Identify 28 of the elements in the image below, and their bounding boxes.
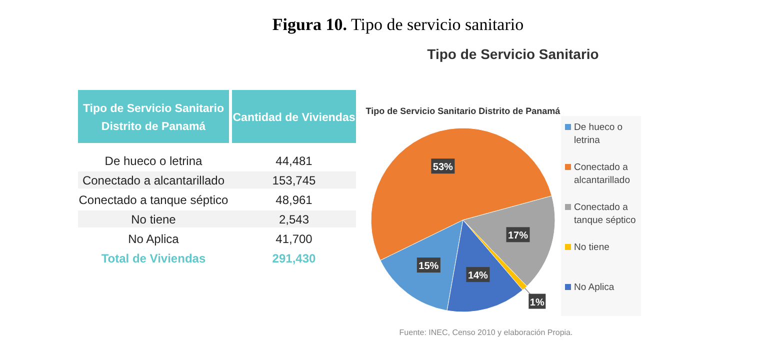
data-label: 17%	[508, 230, 528, 242]
legend-label: De hueco o letrina	[574, 122, 623, 146]
text: 2,543	[278, 212, 310, 226]
text: 153,745	[272, 174, 316, 188]
category-label: De hueco o letrina	[104, 154, 203, 168]
category-label: Conectado a tanque séptico	[78, 193, 229, 207]
chart-subtitle: Tipo de Servicio Sanitario Distrito de Panamá	[366, 106, 562, 116]
source-note: Fuente: INEC, Censo 2010 y elaboración Propia.	[399, 328, 573, 337]
data-label: 1%	[530, 297, 544, 308]
category-label: Total de Viviendas	[101, 252, 206, 266]
category-label: No tiene	[131, 212, 176, 226]
text: 44,481	[276, 154, 312, 168]
text: Cantidad de Viviendas	[232, 112, 356, 124]
category-label: No Aplica	[128, 232, 180, 246]
category-label: Conectado a alcantarillado	[82, 174, 225, 188]
text: 48,961	[276, 193, 312, 207]
legend-label: No Aplica	[574, 282, 615, 293]
text: 291,430	[272, 252, 316, 266]
text: Figura 10. Tipo de servicio sanitario	[272, 15, 524, 34]
text: Tipo de Servicio Sanitario Distrito de Panamá	[82, 103, 224, 133]
chart-title: Tipo de Servicio Sanitario	[427, 46, 599, 62]
text: 41,700	[276, 232, 312, 246]
data-label: 14%	[468, 270, 488, 282]
data-label: 53%	[432, 162, 454, 174]
legend-label: No tiene	[574, 242, 610, 253]
legend-label: Conectado a alcantarillado	[574, 162, 630, 186]
legend-label: Conectado a tanque séptico	[574, 202, 636, 226]
data-label: 15%	[418, 261, 439, 272]
